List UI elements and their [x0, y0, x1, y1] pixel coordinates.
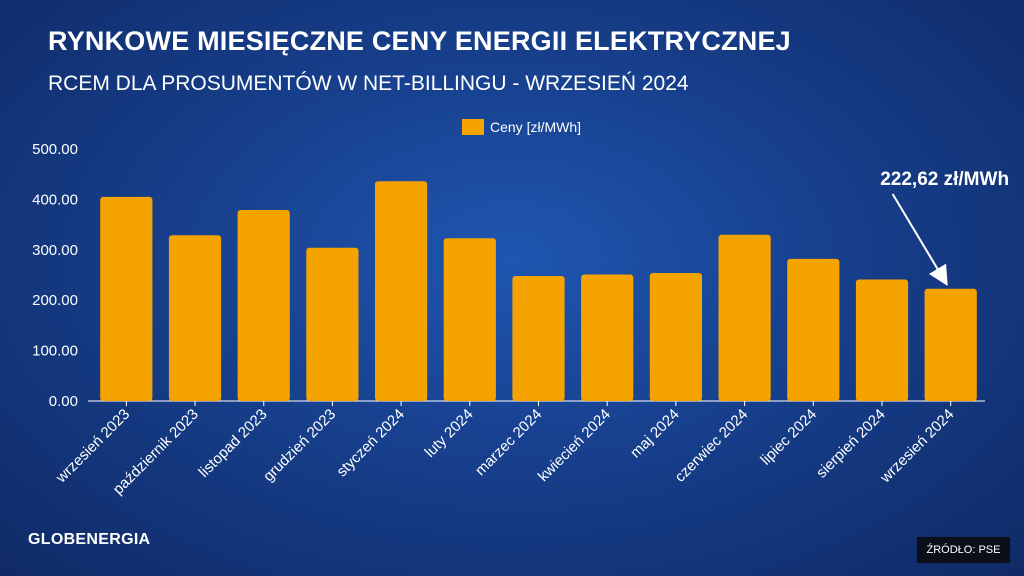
bar	[100, 196, 153, 401]
bar	[855, 279, 909, 401]
brand-logo-text: GLOBENERGIA	[28, 531, 151, 548]
x-tick-label: listopad 2023	[195, 406, 270, 481]
bar	[443, 238, 496, 401]
annotation-label: 222,62 zł/MWh	[880, 169, 1009, 190]
y-tick-label: 300.00	[32, 242, 78, 259]
bar	[718, 234, 771, 401]
bar	[924, 288, 977, 401]
bar	[306, 247, 359, 401]
legend-label: Ceny [zł/MWh]	[490, 119, 582, 135]
x-tick-label: luty 2024	[422, 406, 477, 461]
x-tick-label: grudzień 2023	[260, 406, 339, 485]
x-tick-label: kwiecień 2024	[535, 406, 614, 485]
bar	[375, 181, 428, 401]
legend: Ceny [zł/MWh]	[462, 117, 581, 137]
x-tick-label: lipiec 2024	[757, 406, 820, 469]
bar	[512, 276, 565, 401]
source-label: ŹRÓDŁO: PSE	[917, 537, 1010, 563]
bar	[649, 273, 702, 401]
x-tick-label: czerwiec 2024	[672, 406, 752, 486]
legend-swatch	[462, 119, 484, 135]
y-tick-label: 100.00	[32, 343, 78, 360]
annotation-arrow	[891, 193, 948, 286]
x-tick-label: sierpień 2024	[813, 406, 889, 482]
x-tick-label: marzec 2024	[472, 406, 545, 479]
y-tick-label: 400.00	[32, 191, 78, 208]
y-tick-label: 500.00	[32, 141, 78, 158]
y-tick-label: 200.00	[32, 292, 78, 309]
bar	[581, 274, 634, 401]
bar	[237, 210, 290, 401]
bar	[168, 235, 222, 401]
y-tick-label: 0.00	[49, 393, 78, 410]
x-tick-label: styczeń 2024	[333, 406, 408, 481]
chart-subtitle: RCEM DLA PROSUMENTÓW W NET-BILLINGU - WR…	[48, 72, 689, 95]
x-tick-label: maj 2024	[627, 406, 683, 462]
bar	[787, 258, 840, 401]
chart-title: RYNKOWE MIESIĘCZNE CENY ENERGII ELEKTRYC…	[48, 26, 791, 56]
